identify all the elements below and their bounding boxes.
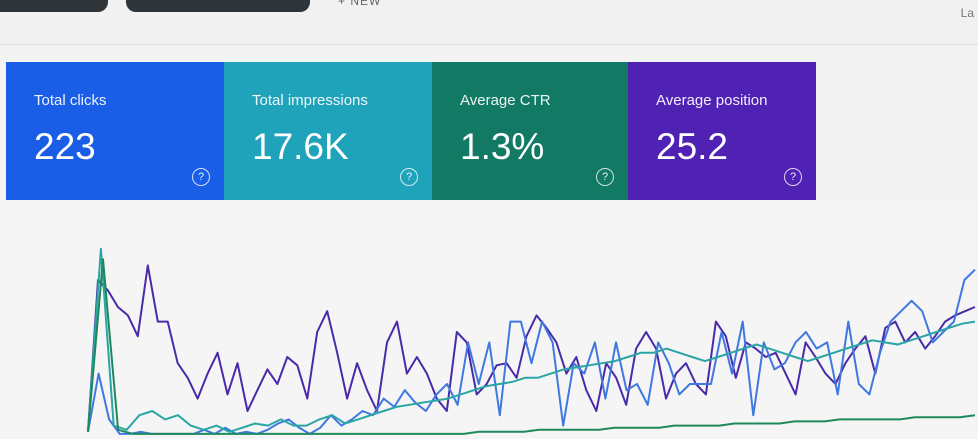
metric-value: 1.3% [460,126,545,167]
top-right-text: La [960,6,974,20]
help-icon[interactable]: ? [596,168,614,186]
performance-chart-svg [87,247,976,435]
new-button[interactable]: + NEW [338,0,382,8]
series-line-3 [87,258,976,435]
metric-label: Total clicks [34,92,107,109]
help-icon[interactable]: ? [400,168,418,186]
help-icon[interactable]: ? [192,168,210,186]
metric-label: Average position [656,92,768,109]
metric-label: Total impressions [252,92,368,109]
top-toolbar: + NEW La [0,0,978,45]
toolbar-pill-left[interactable] [0,0,108,12]
toolbar-pill-search[interactable] [126,0,310,12]
performance-chart [0,200,978,439]
metric-card-average-position[interactable]: Average position 25.2 ? [628,62,816,202]
metric-label: Average CTR [460,92,551,109]
metric-value: 223 [34,126,96,167]
metric-value: 17.6K [252,126,349,167]
metric-card-total-impressions[interactable]: Total impressions 17.6K ? [224,62,432,202]
metric-value: 25.2 [656,126,729,167]
series-line-0 [87,264,976,432]
metric-card-average-ctr[interactable]: Average CTR 1.3% ? [432,62,628,202]
help-icon[interactable]: ? [784,168,802,186]
metric-card-total-clicks[interactable]: Total clicks 223 ? [6,62,224,202]
metric-cards: Total clicks 223 ? Total impressions 17.… [6,62,816,202]
series-line-1 [87,268,976,435]
series-line-2 [87,247,976,433]
